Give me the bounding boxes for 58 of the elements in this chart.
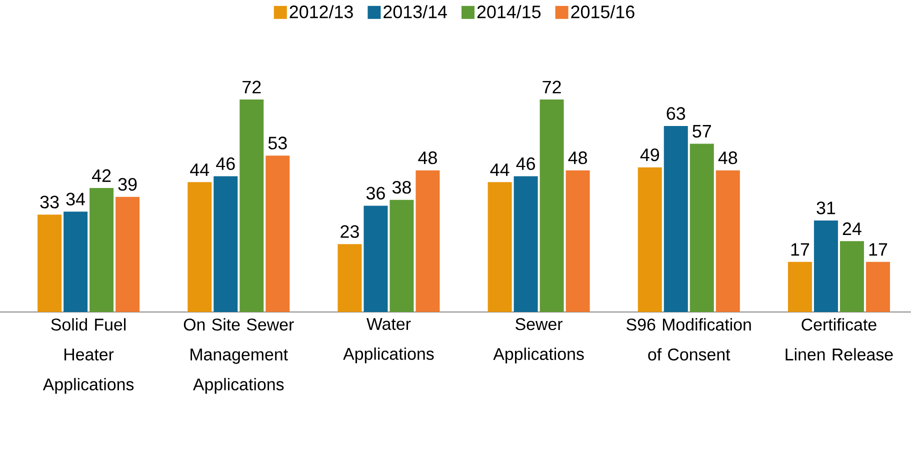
x-tick-label: Solid Fuel Heater Applications	[42, 318, 134, 394]
bar	[788, 262, 812, 312]
data-label: 49	[640, 148, 660, 162]
bar	[364, 206, 388, 312]
bar	[416, 170, 440, 312]
bar	[840, 241, 864, 312]
data-label: 46	[516, 157, 535, 170]
bar	[514, 176, 538, 312]
bar	[390, 200, 414, 312]
data-label: 48	[718, 151, 738, 164]
data-label: 44	[190, 164, 210, 176]
data-label: 24	[842, 222, 862, 235]
data-label: 36	[366, 186, 385, 200]
bar	[488, 182, 512, 312]
bar	[214, 176, 238, 312]
bar	[90, 188, 114, 312]
data-label: 39	[118, 178, 137, 191]
bar	[540, 99, 564, 312]
bar	[38, 214, 62, 312]
legend-label: 2013/14	[384, 5, 447, 18]
data-label: 38	[392, 180, 411, 194]
bar	[866, 262, 890, 312]
x-tick-label: Certificate Linen Release	[786, 318, 893, 361]
bar	[188, 182, 212, 312]
data-label: 33	[40, 196, 59, 208]
bar	[638, 167, 662, 312]
x-tick-label: Water Applications	[343, 318, 434, 364]
bar	[566, 170, 590, 312]
data-label: 31	[816, 202, 836, 214]
data-label: 72	[542, 80, 561, 94]
data-label: 17	[869, 243, 888, 256]
bar	[116, 196, 140, 312]
bar	[338, 244, 362, 312]
bar	[240, 99, 264, 312]
bar	[814, 220, 838, 312]
bar	[690, 144, 714, 312]
data-label: 34	[66, 192, 85, 206]
bar	[664, 126, 688, 312]
x-tick-label: Sewer Applications	[493, 318, 584, 364]
data-label: 17	[791, 243, 810, 256]
data-label: 44	[490, 164, 510, 176]
data-label: 46	[216, 157, 235, 170]
data-label: 63	[666, 107, 686, 120]
data-label: 53	[268, 136, 287, 150]
x-tick-label: S96 Modification of Consent	[626, 318, 751, 361]
data-label: 57	[692, 125, 711, 138]
x-tick-label: On Site Sewer Management Applications	[184, 318, 294, 394]
bar	[266, 156, 290, 312]
data-label: 48	[418, 151, 437, 164]
bar	[64, 212, 88, 312]
data-label: 72	[242, 80, 261, 94]
legend-label: 2015/16	[571, 5, 634, 18]
data-label: 48	[568, 151, 588, 164]
legend-label: 2014/15	[477, 5, 541, 18]
legend-label: 2012/13	[290, 5, 353, 18]
bar	[716, 170, 740, 312]
data-label: 23	[340, 225, 359, 238]
data-label: 42	[92, 169, 111, 182]
